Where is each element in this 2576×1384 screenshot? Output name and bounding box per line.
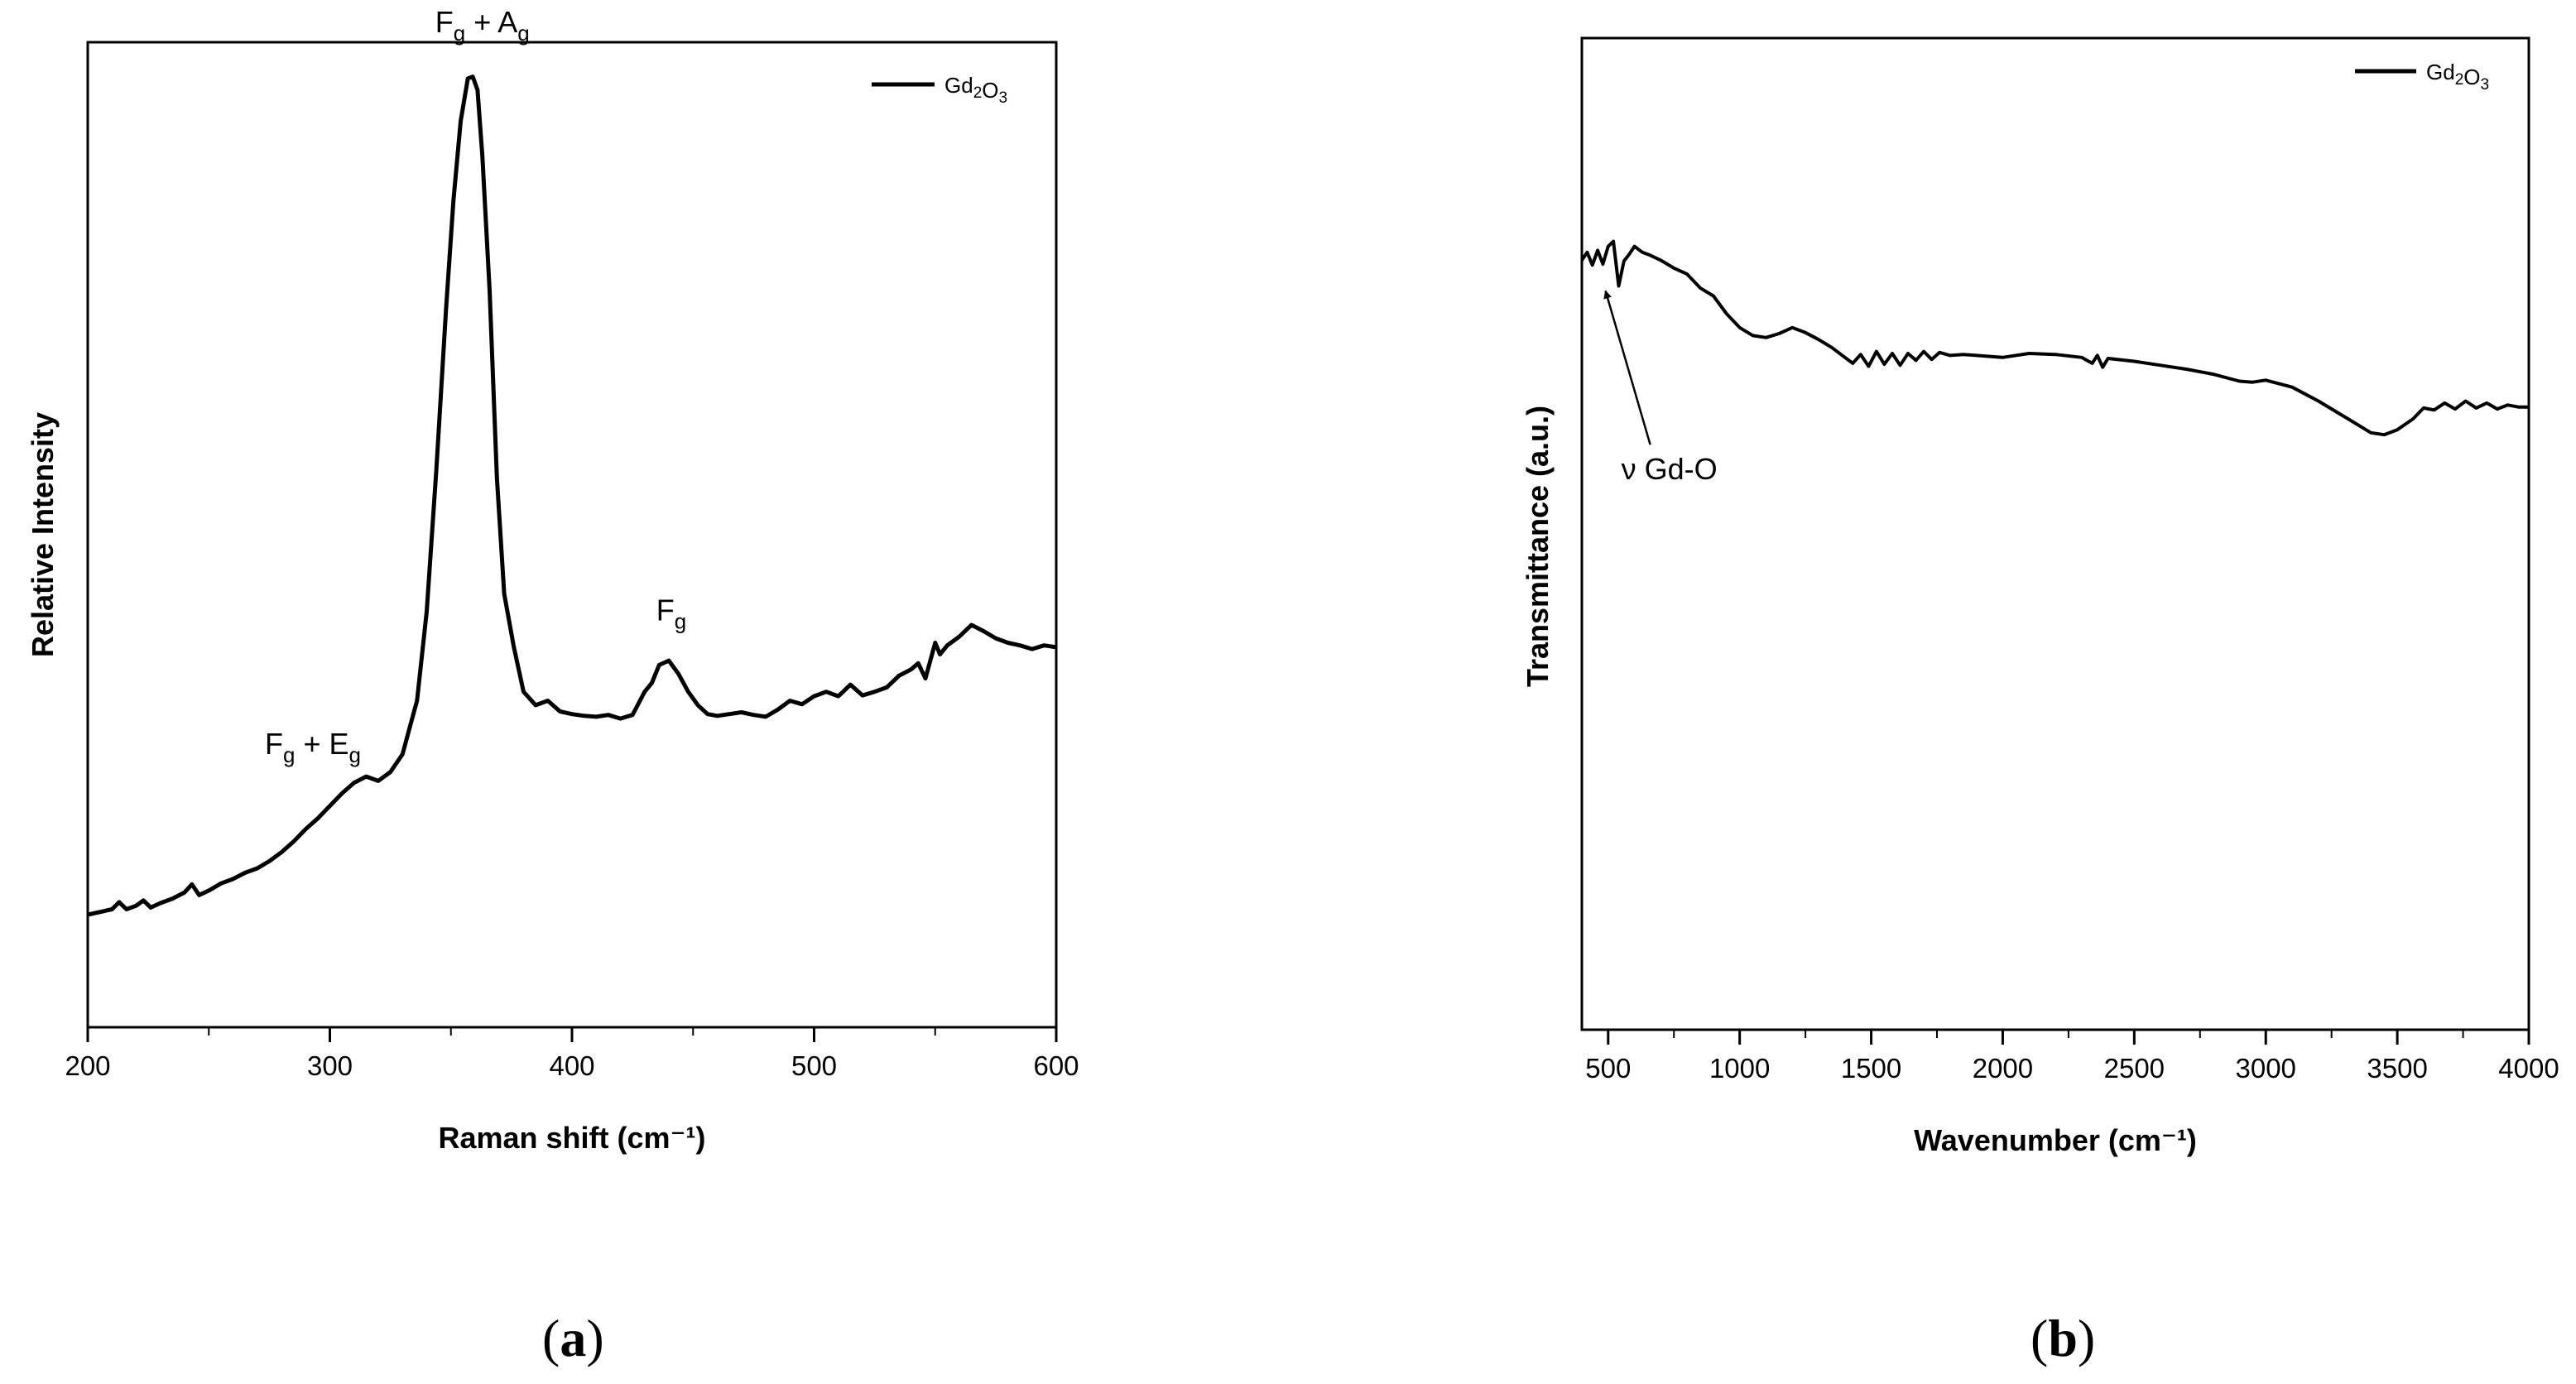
x-axis-ticks bbox=[86, 1027, 1058, 1042]
legend-label: Gd2O3 bbox=[944, 73, 1007, 107]
peak-label: Fg + Ag bbox=[435, 5, 530, 46]
panel-label-b: (b) bbox=[2031, 1309, 2095, 1367]
x-axis-tick-labels: 500 1000 1500 2000 2500 3000 3500 4000 bbox=[1585, 1053, 2559, 1084]
y-axis-title: Transmittance (a.u.) bbox=[1521, 406, 1555, 687]
y-axis-title: Relative Intensity bbox=[26, 412, 60, 657]
x-axis-tick-labels: 200 300 400 500 600 bbox=[65, 1050, 1079, 1081]
x-tick-label: 3000 bbox=[2236, 1053, 2296, 1084]
x-axis-ticks bbox=[1607, 1030, 2530, 1045]
x-axis-title: Raman shift (cm⁻¹) bbox=[438, 1121, 705, 1155]
x-tick-label: 1000 bbox=[1709, 1053, 1770, 1084]
annotation-arrow bbox=[1603, 290, 1651, 445]
x-tick-label: 500 bbox=[791, 1050, 837, 1081]
legend: Gd2O3 bbox=[2355, 60, 2489, 94]
x-tick-label: 500 bbox=[1585, 1053, 1631, 1084]
x-tick-label: 200 bbox=[65, 1050, 110, 1081]
peak-annotations: Fg + Ag Fg + Eg Fg bbox=[265, 5, 686, 767]
x-tick-label: 2000 bbox=[1973, 1053, 2033, 1084]
series-line-gd2o3 bbox=[1580, 239, 2529, 437]
x-tick-label: 4000 bbox=[2498, 1053, 2559, 1084]
peak-label: Fg + Eg bbox=[265, 727, 361, 767]
legend: Gd2O3 bbox=[872, 73, 1007, 107]
plot-frame bbox=[1580, 36, 2530, 1031]
legend-label: Gd2O3 bbox=[2426, 60, 2489, 94]
chart-panel-b: 500 1000 1500 2000 2500 3000 3500 4000 Wavenumb… bbox=[1521, 36, 2559, 1367]
x-tick-label: 600 bbox=[1033, 1050, 1079, 1081]
x-tick-label: 2500 bbox=[2104, 1053, 2165, 1084]
band-annotations: ν Gd-O bbox=[1603, 290, 1718, 486]
x-tick-label: 1500 bbox=[1841, 1053, 1901, 1084]
peak-label: Fg bbox=[656, 593, 686, 634]
x-tick-label: 300 bbox=[307, 1050, 353, 1081]
x-axis-title: Wavenumber (cm⁻¹) bbox=[1914, 1123, 2197, 1157]
panel-label-a: (a) bbox=[542, 1309, 604, 1367]
chart-panel-a: 200 300 400 500 600 Raman shift (cm⁻¹) Relat… bbox=[26, 5, 1079, 1367]
x-tick-label: 3500 bbox=[2367, 1053, 2427, 1084]
series-line-gd2o3 bbox=[87, 74, 1057, 917]
band-label: ν Gd-O bbox=[1622, 452, 1718, 486]
x-tick-label: 400 bbox=[549, 1050, 594, 1081]
